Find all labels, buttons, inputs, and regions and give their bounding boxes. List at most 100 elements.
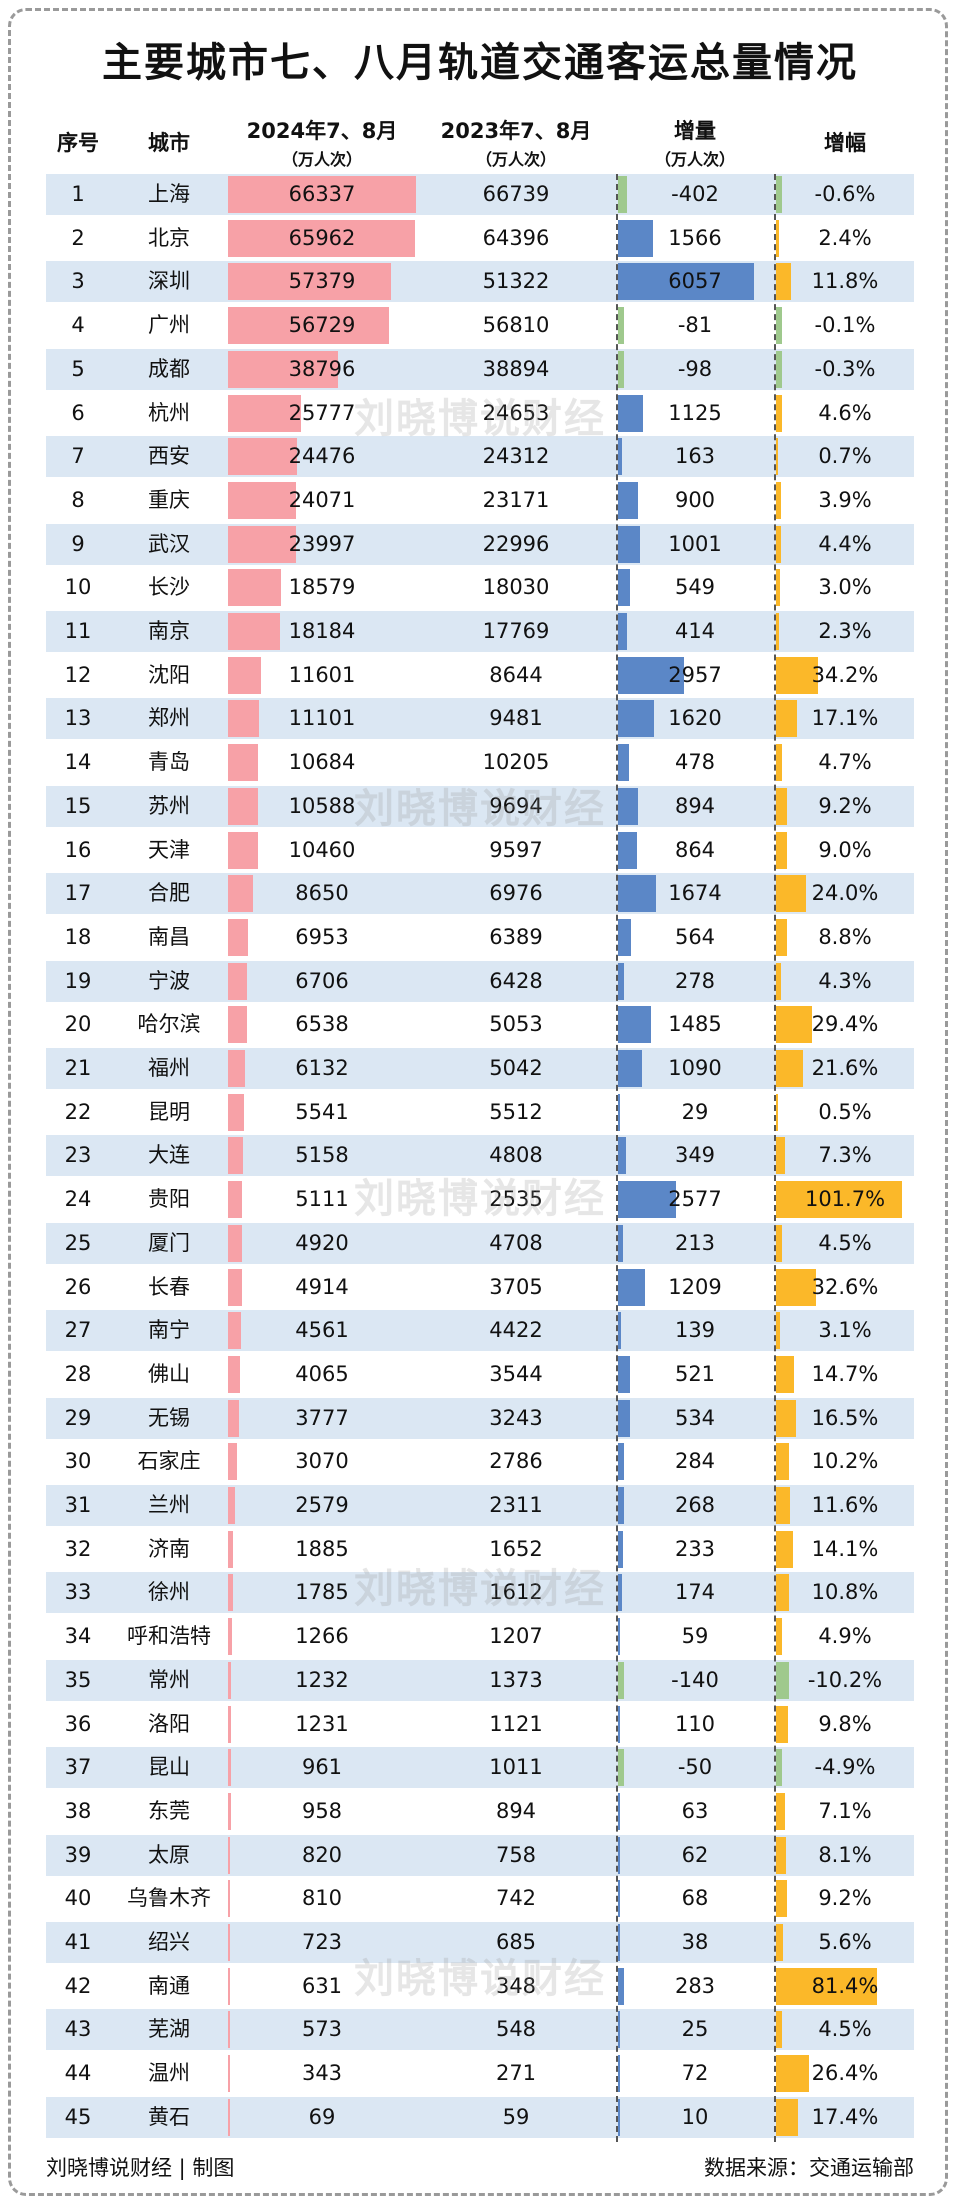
- table-row: 21 福州 6132 5042 1090 21.6%: [46, 1048, 914, 1089]
- growth-rate: 4.3%: [818, 968, 872, 993]
- header-city-label: 城市: [148, 131, 190, 155]
- city-name: 芜湖: [148, 2017, 190, 2042]
- growth-bar: [776, 569, 780, 607]
- value-2024: 38796: [288, 356, 356, 381]
- value-2023: 2535: [489, 1187, 543, 1212]
- city-name: 广州: [148, 313, 190, 338]
- header-increase-label: 增量: [674, 118, 716, 143]
- current-value-bar: [228, 1574, 234, 1612]
- increase-bar: [618, 1006, 652, 1044]
- value-2023: 1612: [489, 1580, 543, 1605]
- increase-bar: [618, 1093, 620, 1131]
- increase-value: -140: [671, 1667, 719, 1692]
- table-row: 36 洛阳 1231 1121 110 9.8%: [46, 1703, 914, 1745]
- value-2023: 894: [495, 1798, 537, 1823]
- city-name: 绍兴: [148, 1930, 190, 1954]
- city-name: 无锡: [148, 1405, 190, 1430]
- increase-value: 174: [674, 1580, 716, 1605]
- increase-bar: [618, 1268, 646, 1306]
- growth-rate: 21.6%: [811, 1056, 879, 1080]
- current-value-bar: [228, 831, 258, 869]
- growth-rate: 9.0%: [818, 837, 872, 862]
- growth-rate: 9.8%: [818, 1711, 872, 1736]
- growth-bar: [776, 831, 788, 869]
- row-index: 9: [71, 531, 85, 556]
- increase-bar: [618, 2011, 620, 2049]
- row-index: 43: [64, 2017, 92, 2042]
- value-2023: 1207: [489, 1624, 543, 1649]
- increase-bar: [618, 656, 685, 694]
- city-name: 黄石: [148, 2104, 190, 2129]
- table-row: 37 昆山 961 1011 -50 -4.9%: [46, 1747, 914, 1789]
- growth-rate: 11.6%: [811, 1493, 879, 1517]
- growth-rate: 9.2%: [818, 1886, 872, 1911]
- city-name: 哈尔滨: [137, 1012, 201, 1037]
- growth-rate: 17.4%: [811, 2104, 879, 2129]
- growth-bar: [776, 613, 779, 650]
- table-row: 32 济南 1885 1652 233 14.1%: [46, 1528, 914, 1570]
- city-name: 大连: [148, 1143, 190, 1168]
- table-row: 41 绍兴 723 685 38 5.6%: [46, 1922, 914, 1963]
- value-2023: 4808: [489, 1143, 543, 1168]
- current-value-bar: [228, 2055, 230, 2093]
- row-index: 15: [64, 793, 92, 818]
- growth-bar: [776, 438, 778, 476]
- watermark: 刘晓博说财经: [354, 786, 606, 832]
- table-row: 5 成都 38796 38894 -98 -0.3%: [46, 348, 914, 390]
- increase-bar: [618, 918, 631, 956]
- increase-value: 268: [674, 1493, 716, 1517]
- growth-rate: 2.3%: [818, 619, 872, 643]
- row-index: 26: [64, 1274, 92, 1299]
- current-value-bar: [228, 1836, 231, 1874]
- table-row: 44 温州 343 271 72 26.4%: [46, 2053, 914, 2095]
- current-value-bar: [228, 307, 389, 345]
- growth-rate: 3.9%: [818, 487, 872, 512]
- growth-rate: 7.3%: [818, 1143, 872, 1168]
- table-header: 序号 城市 2024年7、8月 （万人次） 2023年7、8月 （万人次） 增量…: [0, 112, 960, 172]
- header-growth-label: 增幅: [824, 131, 866, 155]
- city-name: 成都: [148, 356, 190, 381]
- city-name: 上海: [148, 182, 190, 206]
- current-value-bar: [228, 2011, 230, 2049]
- row-index: 16: [64, 837, 92, 862]
- city-name: 乌鲁木齐: [127, 1886, 211, 1911]
- row-index: 29: [64, 1405, 92, 1430]
- current-value-bar: [228, 1006, 247, 1044]
- increase-bar: [618, 744, 629, 782]
- divider-before-increase: [616, 174, 618, 2142]
- increase-value: 1620: [668, 706, 722, 731]
- row-index: 23: [64, 1143, 92, 1168]
- increase-value: -402: [671, 182, 719, 206]
- table-row: 27 南宁 4561 4422 139 3.1%: [46, 1310, 914, 1352]
- increase-bar: [618, 1355, 630, 1393]
- current-value-bar: [228, 744, 259, 782]
- growth-rate: 8.8%: [818, 924, 872, 949]
- growth-rate: 4.9%: [818, 1624, 872, 1649]
- row-index: 7: [71, 444, 85, 469]
- value-2024: 1266: [295, 1624, 349, 1649]
- current-value-bar: [228, 918, 248, 956]
- table-row: 19 宁波 6706 6428 278 4.3%: [46, 960, 914, 1002]
- table-row: 1 上海 66337 66739 -402 -0.6%: [46, 174, 914, 215]
- increase-value: 1209: [668, 1274, 722, 1299]
- current-value-bar: [228, 787, 258, 825]
- row-index: 19: [64, 968, 92, 993]
- growth-negative-bar: [776, 176, 782, 213]
- growth-bar: [776, 1530, 794, 1568]
- growth-bar: [776, 787, 788, 825]
- value-2024: 1785: [295, 1580, 349, 1605]
- growth-bar: [776, 1181, 902, 1219]
- increase-value: 68: [681, 1886, 709, 1911]
- increase-value: 534: [674, 1405, 716, 1430]
- row-index: 2: [71, 225, 85, 250]
- growth-bar: [776, 1268, 817, 1306]
- increase-value: 10: [681, 2104, 709, 2129]
- increase-value: 38: [681, 1930, 709, 1954]
- increase-bar: [618, 1967, 625, 2005]
- growth-bar: [776, 394, 782, 432]
- table-row: 42 南通 631 348 283 81.4%: [46, 1965, 914, 2007]
- value-2024: 11101: [288, 706, 356, 731]
- current-value-bar: [228, 1792, 231, 1830]
- growth-bar: [776, 1924, 783, 1961]
- increase-bar: [618, 438, 622, 476]
